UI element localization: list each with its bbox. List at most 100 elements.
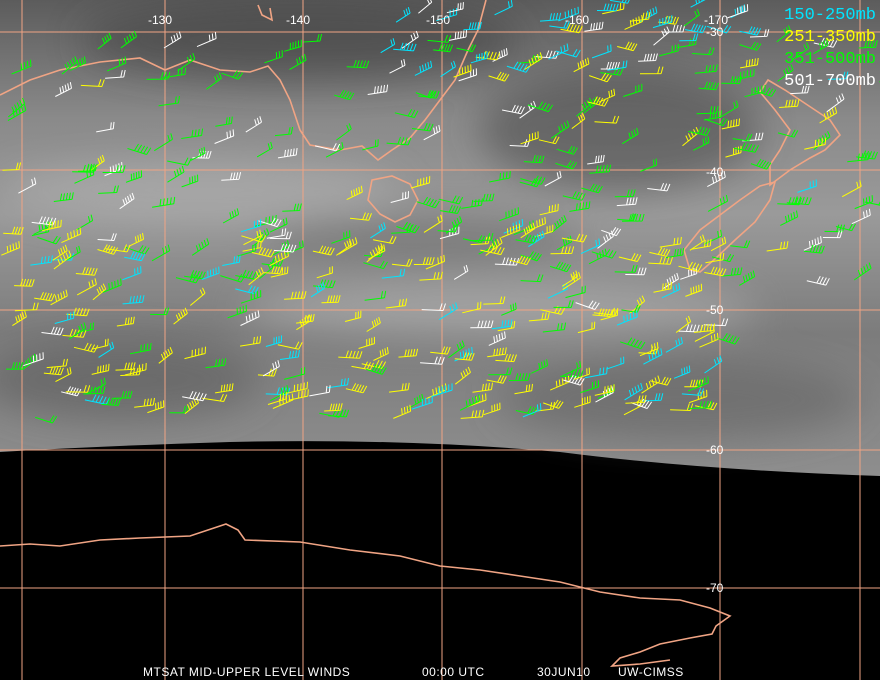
wind-barb xyxy=(61,56,78,75)
wind-barb xyxy=(647,183,671,192)
wind-barb xyxy=(454,366,471,385)
wind-barb xyxy=(520,251,542,262)
wind-barb xyxy=(621,304,641,313)
wind-barb xyxy=(574,367,590,380)
legend-entry: 150-250mb xyxy=(784,6,876,25)
wind-barb xyxy=(75,267,98,276)
wind-barb xyxy=(524,52,543,70)
wind-barb xyxy=(430,346,451,355)
wind-barb xyxy=(555,160,578,170)
wind-barb xyxy=(690,0,706,8)
wind-barb xyxy=(310,282,326,298)
wind-barb xyxy=(619,337,646,350)
wind-barb xyxy=(446,2,464,14)
wind-barb xyxy=(373,347,389,361)
wind-barb xyxy=(175,274,201,284)
wind-barb xyxy=(125,170,143,183)
wind-barb xyxy=(254,214,277,227)
wind-barb xyxy=(91,363,110,375)
wind-barb xyxy=(437,224,459,233)
wind-barb xyxy=(597,230,614,249)
lat-label: -60 xyxy=(706,443,724,457)
wind-barb xyxy=(528,217,546,232)
wind-barb xyxy=(431,383,453,398)
wind-barb xyxy=(130,342,152,355)
wind-barb xyxy=(556,145,578,155)
wind-barb xyxy=(433,43,454,53)
wind-barb xyxy=(523,155,545,164)
wind-barb xyxy=(380,38,396,54)
wind-barb xyxy=(864,201,880,206)
wind-barb xyxy=(488,71,510,82)
wind-barb xyxy=(595,386,614,403)
wind-barb xyxy=(617,213,637,222)
wind-barb xyxy=(786,196,812,206)
wind-barb xyxy=(683,9,700,27)
wind-barb xyxy=(720,100,739,118)
wind-barb xyxy=(696,105,719,115)
wind-barb xyxy=(520,131,539,145)
wind-barb xyxy=(858,40,878,49)
wind-barb xyxy=(76,322,95,333)
wind-barb xyxy=(689,389,708,404)
wind-barb xyxy=(391,258,413,267)
wind-barb xyxy=(272,393,294,409)
wind-barb xyxy=(733,142,759,153)
wind-barb xyxy=(460,409,485,419)
wind-barb xyxy=(97,32,112,50)
wind-barb xyxy=(154,133,173,152)
longitude-labels: -130 -140 -150 -160 -170 xyxy=(148,13,728,27)
wind-barb xyxy=(494,0,513,16)
wind-barb xyxy=(76,278,97,296)
latitude-labels: -30 -40 -50 -60 -70 xyxy=(706,25,724,595)
lat-label: -70 xyxy=(706,581,724,595)
wind-barb xyxy=(685,23,707,34)
footer-time: 00:00 UTC xyxy=(422,665,485,679)
wind-barb xyxy=(37,235,61,245)
wind-barb xyxy=(835,222,856,232)
wind-barb xyxy=(282,203,302,212)
wind-barb xyxy=(509,255,531,266)
wind-barb xyxy=(367,84,389,95)
wind-barb xyxy=(514,383,533,395)
wind-barb xyxy=(591,249,617,259)
wind-barb xyxy=(83,386,106,395)
wind-barb xyxy=(563,374,585,386)
wind-barb xyxy=(151,244,171,262)
wind-barb xyxy=(499,207,519,222)
wind-barb xyxy=(394,108,419,118)
wind-barb xyxy=(790,85,810,95)
wind-barb xyxy=(370,222,386,239)
wind-barb xyxy=(639,342,659,357)
wind-barb xyxy=(459,394,481,411)
wind-barb xyxy=(98,341,115,358)
wind-barb xyxy=(240,219,262,233)
wind-barb xyxy=(740,57,759,69)
wind-barb xyxy=(267,392,287,405)
wind-barb xyxy=(240,336,262,347)
wind-barb xyxy=(592,308,613,317)
wind-barb xyxy=(600,308,619,321)
wind-barb xyxy=(313,279,336,289)
wind-barb xyxy=(750,158,772,170)
wind-barb xyxy=(389,59,406,74)
wind-barb xyxy=(580,238,601,255)
wind-barb xyxy=(705,252,725,264)
wind-barb xyxy=(393,404,412,419)
satellite-image xyxy=(0,0,880,476)
wind-barb xyxy=(502,104,525,115)
wind-barb xyxy=(105,69,126,79)
wind-barb xyxy=(470,320,494,329)
wind-barb xyxy=(163,31,182,49)
wind-barb xyxy=(666,248,685,259)
wind-barb xyxy=(7,104,27,122)
wind-barb xyxy=(648,256,673,265)
wind-barb xyxy=(780,210,799,226)
wind-barb xyxy=(483,296,506,305)
wind-barb xyxy=(366,242,384,263)
wind-barb xyxy=(625,267,647,276)
wind-barb xyxy=(124,251,146,262)
wind-barb xyxy=(744,84,766,98)
wind-barb xyxy=(610,0,630,4)
wind-barb xyxy=(401,30,419,49)
